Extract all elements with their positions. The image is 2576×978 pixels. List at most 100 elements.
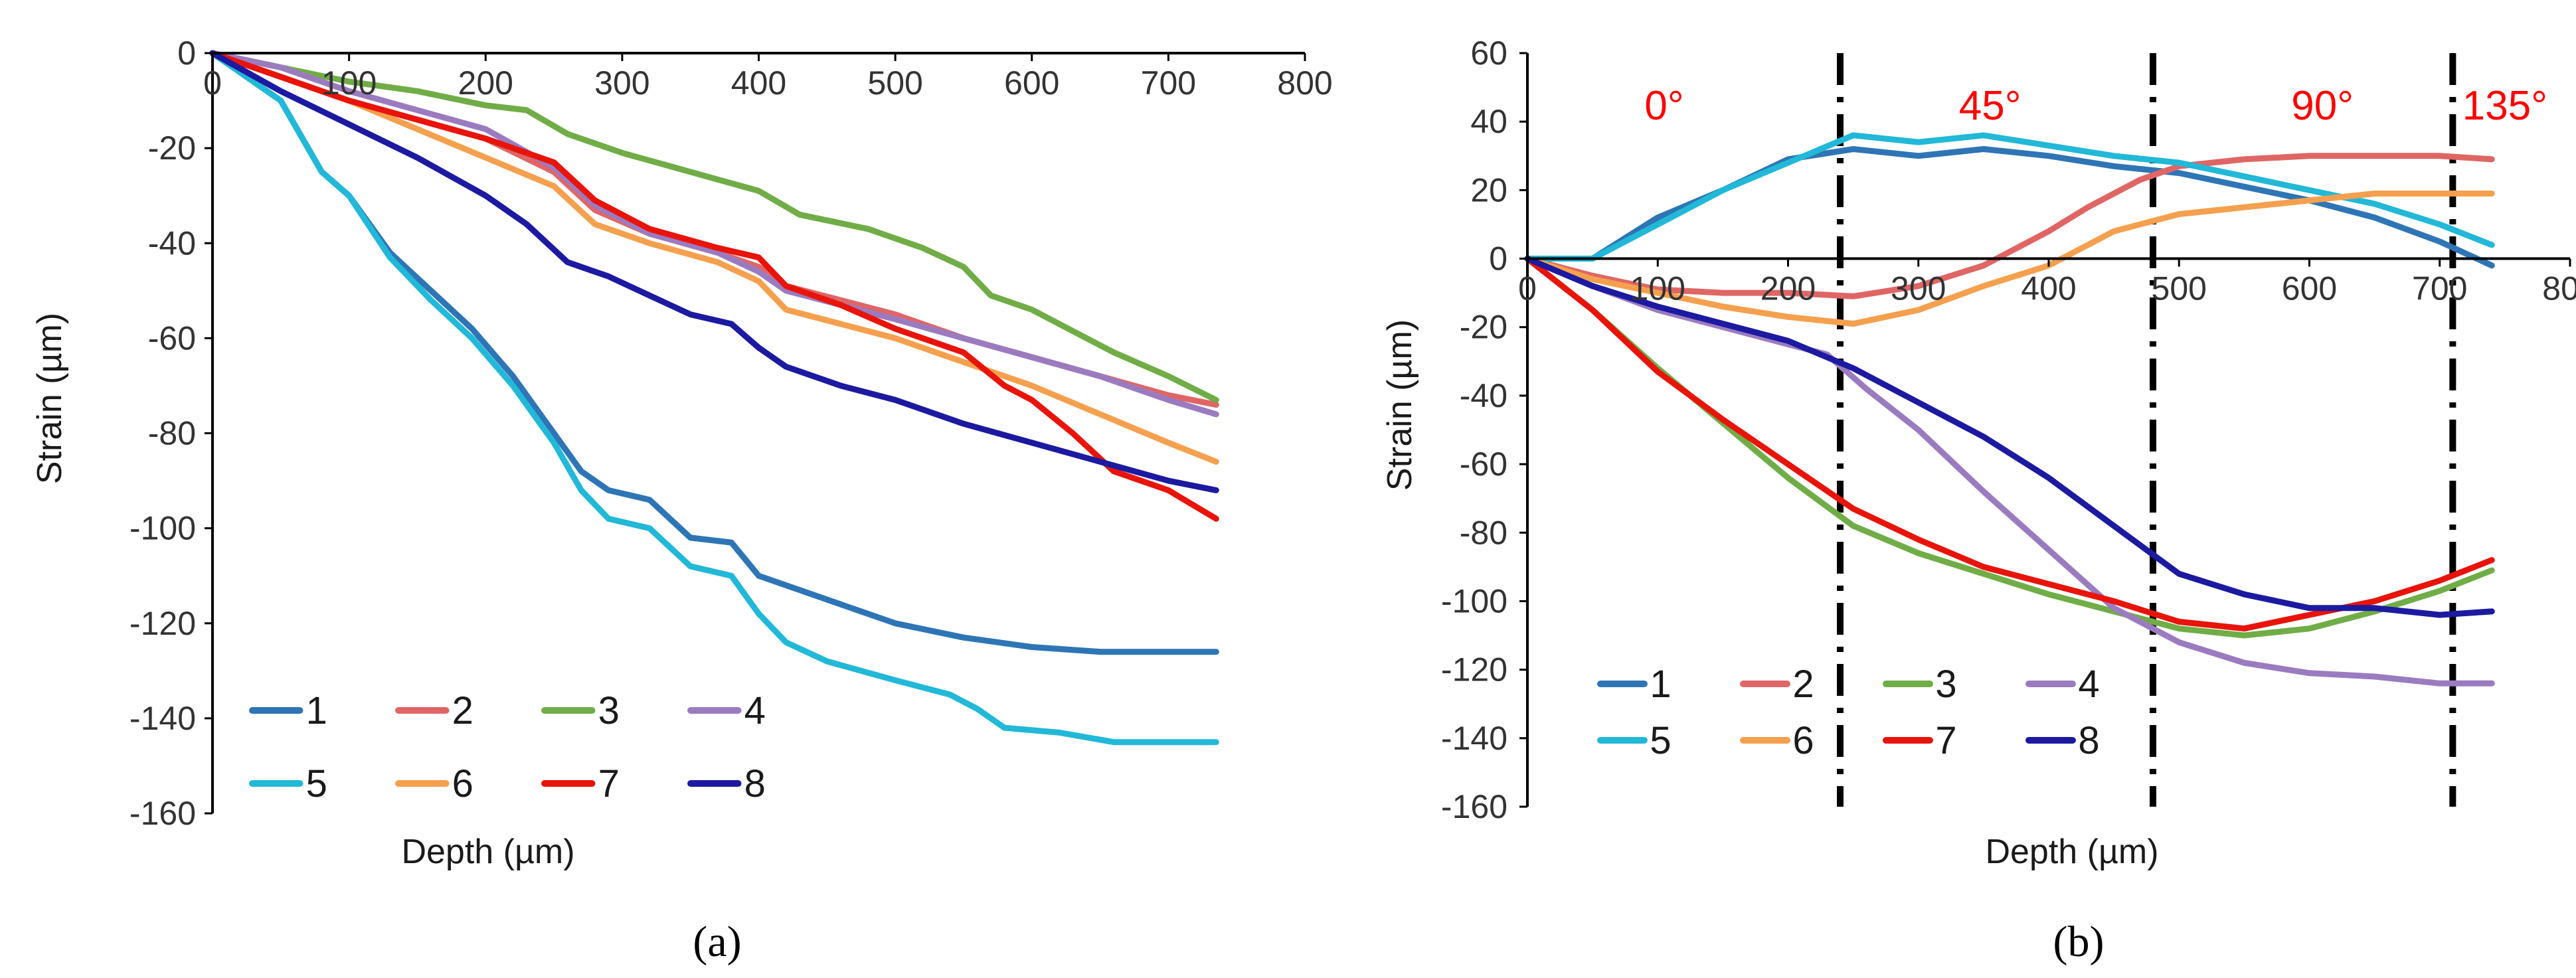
chart-a-y-tick-label: -80 [148, 415, 196, 452]
chart-a-y-tick-label: -100 [129, 510, 196, 547]
chart-a-x-tick-label: 200 [458, 64, 513, 102]
chart-b-series-line-6 [1524, 191, 2495, 327]
chart-b-y-tick-label: -20 [1460, 309, 1507, 346]
chart-a-y-tick-label: -160 [129, 795, 196, 832]
chart-b-region-label: 90° [2291, 83, 2354, 129]
chart-b-legend-entry: 3 [1883, 663, 1957, 706]
chart-a-series-line-4 [209, 50, 1219, 418]
chart-a-series-line-7 [209, 50, 1219, 522]
chart-a-panel-label: (a) [693, 918, 741, 966]
chart-a-series-layer [209, 50, 1219, 746]
chart-b-series-line-2 [1524, 153, 2495, 299]
chart-b-y-tick-label: 60 [1470, 35, 1507, 72]
chart-a-legend-entry: 5 [249, 762, 327, 805]
chart-b-legend-entry: 4 [2025, 663, 2100, 706]
chart-b-legend-entry: 8 [2025, 719, 2100, 762]
chart-a-series-line-1 [209, 50, 1219, 655]
chart-b-legend-label: 4 [2078, 663, 2099, 706]
chart-b-legend-label: 3 [1935, 663, 1956, 706]
chart-b-region-labels: 0° 45° 90° 135° [1644, 83, 2547, 129]
chart-a-series-line-3 [209, 50, 1219, 403]
chart-a-legend-label: 5 [306, 762, 327, 805]
chart-a-legend-entry: 1 [249, 689, 327, 732]
chart-b-legend-entry: 7 [1883, 719, 1957, 762]
chart-a-series-line-8 [209, 50, 1219, 493]
chart-b-x-tick-label: 200 [1760, 270, 1816, 307]
chart-b-series-line-4 [1524, 256, 2495, 687]
chart-a-y-tick-label: -20 [148, 129, 196, 167]
chart-a-y-tick-label: -120 [129, 605, 196, 642]
chart-a-x-tick-label: 300 [594, 64, 649, 102]
chart-a-series-line-5 [209, 50, 1219, 746]
chart-a-legend-entry: 8 [687, 762, 766, 805]
chart-b-legend: 1 2 3 4 5 6 7 8 [1597, 663, 2100, 762]
chart-b-y-axis-label: Strain (µm) [1381, 319, 1419, 491]
chart-b: 0° 45° 90° 135° 6040200-20-40-60-80-100-120… [1381, 35, 2576, 966]
chart-a-legend-label: 2 [452, 689, 473, 732]
chart-a-x-tick-label: 100 [321, 64, 377, 102]
chart-a-x-tick-label: 0 [203, 64, 222, 102]
chart-b-panel-label: (b) [2053, 918, 2104, 966]
chart-a-legend-label: 1 [306, 689, 327, 732]
chart-b-x-tick-label: 300 [1891, 270, 1946, 307]
chart-b-region-label: 0° [1644, 83, 1683, 129]
chart-b-series-line-1 [1524, 146, 2495, 269]
chart-b-x-tick-label: 500 [2152, 270, 2207, 307]
chart-b-y-tick-label: -120 [1441, 651, 1507, 689]
chart-b-y-tick-label: -40 [1460, 377, 1507, 414]
chart-a-y-tick-label: 0 [177, 35, 196, 72]
chart-b-series-line-8 [1524, 256, 2495, 618]
chart-b-y-tick-label: -140 [1441, 720, 1507, 757]
chart-a-legend-label: 4 [744, 689, 766, 732]
chart-b-x-tick-label: 800 [2542, 270, 2576, 307]
chart-a-x-axis-label: Depth (µm) [401, 833, 574, 871]
chart-b-y-tick-label: -60 [1460, 446, 1507, 483]
chart-a-y-tick-label: -40 [148, 224, 196, 262]
chart-b-region-label: 135° [2462, 83, 2547, 129]
chart-a-x-tick-label: 500 [867, 64, 922, 102]
chart-b-x-axis-label: Depth (µm) [1985, 833, 2158, 871]
chart-a-legend-entry: 6 [395, 762, 473, 805]
chart-a-legend-entry: 4 [687, 689, 766, 732]
chart-a-y-axis-label: Strain (µm) [31, 313, 69, 484]
chart-b-x-tick-label: 100 [1630, 270, 1685, 307]
chart-b-legend-entry: 1 [1597, 663, 1672, 706]
chart-b-legend-entry: 6 [1740, 719, 1814, 762]
chart-b-legend-label: 8 [2078, 719, 2099, 762]
chart-a-x-tick-label: 700 [1141, 64, 1196, 102]
chart-b-x-tick-label: 600 [2282, 270, 2337, 307]
chart-b-legend-label: 1 [1650, 663, 1671, 706]
chart-a-legend-label: 7 [598, 762, 620, 805]
chart-b-y-tick-label: 40 [1470, 103, 1507, 140]
chart-b-x-tick-label: 700 [2412, 270, 2467, 307]
chart-b-series-layer [1524, 132, 2495, 687]
chart-a-y-tick-label: -60 [148, 319, 196, 357]
chart-b-legend-entry: 5 [1597, 719, 1672, 762]
chart-b-legend-label: 7 [1935, 719, 1956, 762]
chart-b-x-tick-label: 400 [2021, 270, 2076, 307]
chart-b-legend-label: 2 [1792, 663, 1814, 706]
chart-b-y-tick-label: 0 [1489, 240, 1507, 278]
chart-b-legend-label: 5 [1650, 719, 1671, 762]
chart-a-legend-entry: 3 [541, 689, 620, 732]
chart-a-x-tick-label: 400 [731, 64, 786, 102]
chart-a-legend-label: 6 [452, 762, 473, 805]
chart-b-y-tick-label: -160 [1441, 788, 1507, 825]
chart-a-legend: 1 2 3 4 5 6 7 8 [249, 689, 766, 805]
chart-b-legend-label: 6 [1792, 719, 1814, 762]
chart-b-legend-entry: 2 [1740, 663, 1814, 706]
chart-a-legend-entry: 7 [541, 762, 620, 805]
chart-b-x-tick-label: 0 [1518, 270, 1537, 307]
chart-a-legend-entry: 2 [395, 689, 473, 732]
chart-a-y-tick-label: -140 [129, 700, 196, 737]
chart-a-series-line-6 [209, 50, 1219, 465]
chart-a-x-tick-label: 600 [1004, 64, 1059, 102]
chart-b-region-label: 45° [1959, 83, 2021, 129]
chart-b-region-dividers [1837, 53, 2456, 807]
chart-a-x-tick-label: 800 [1277, 64, 1332, 102]
chart-b-y-tick-label: -100 [1441, 582, 1507, 619]
